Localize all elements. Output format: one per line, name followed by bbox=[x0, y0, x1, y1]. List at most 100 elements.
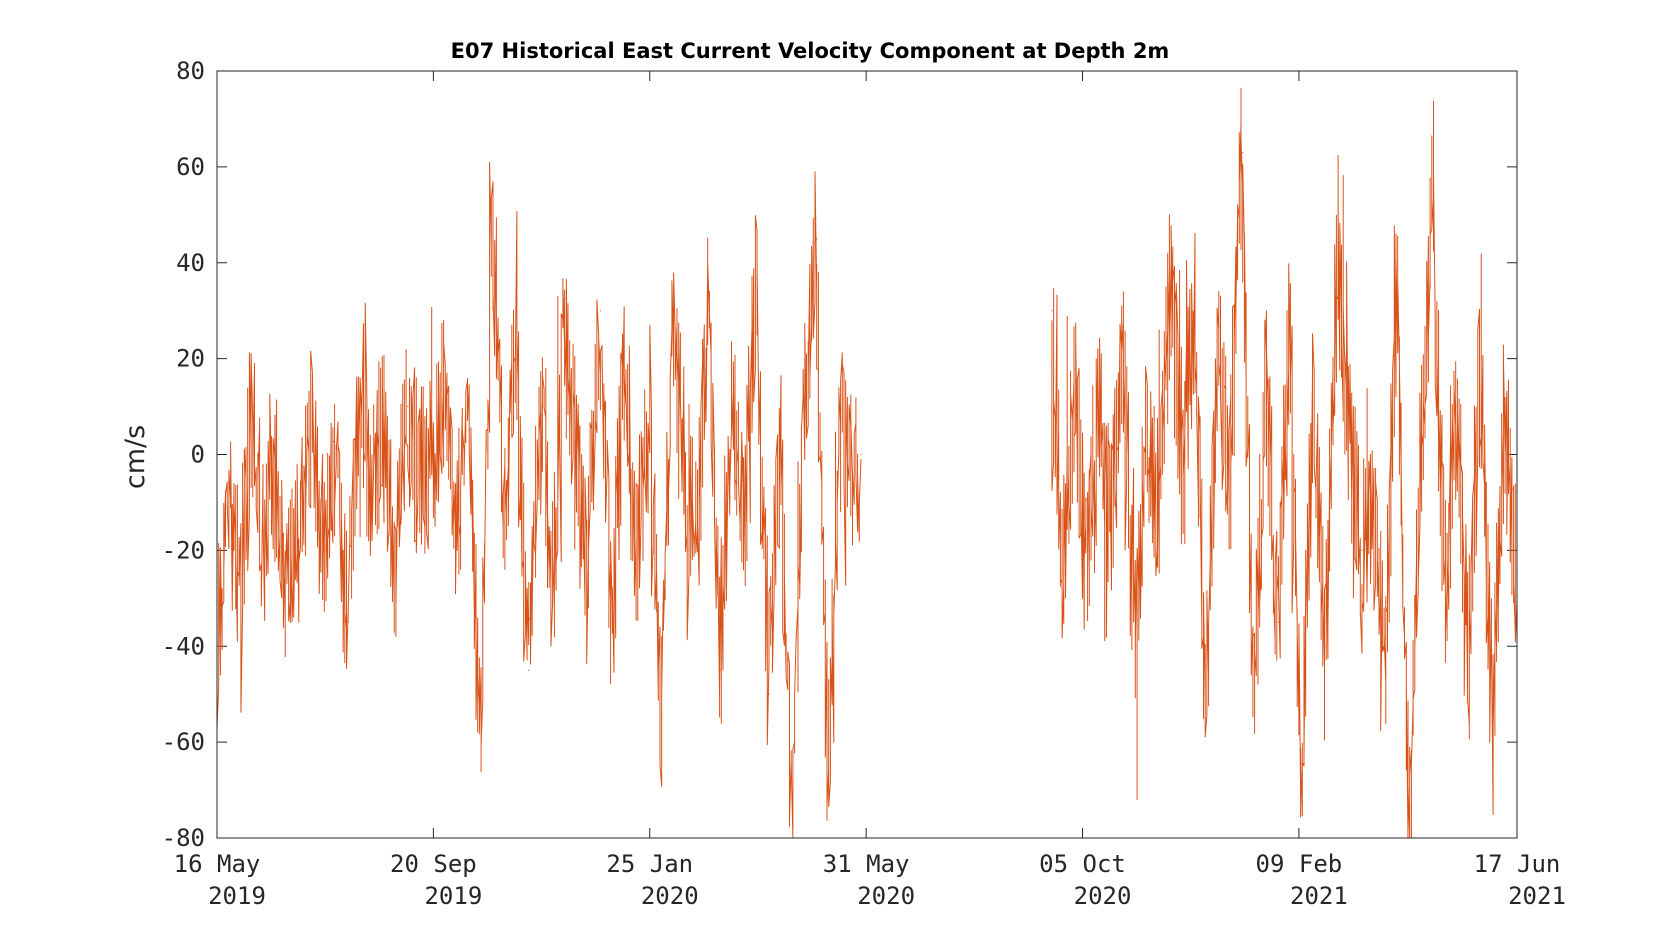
data-point bbox=[1122, 334, 1125, 336]
y-tick-label: 40 bbox=[176, 249, 205, 277]
chart-title: E07 Historical East Current Velocity Com… bbox=[451, 39, 1170, 63]
data-point bbox=[1397, 286, 1399, 288]
data-point bbox=[528, 669, 530, 671]
data-point bbox=[575, 453, 578, 456]
data-point bbox=[792, 823, 794, 825]
data-point bbox=[1110, 525, 1113, 528]
data-point bbox=[540, 405, 542, 408]
data-point bbox=[240, 573, 242, 575]
data-point bbox=[684, 453, 687, 456]
data-point bbox=[419, 477, 421, 480]
data-point bbox=[1289, 334, 1291, 336]
data-point bbox=[1444, 597, 1447, 599]
data-point bbox=[468, 429, 470, 432]
data-point bbox=[860, 453, 862, 456]
y-tick-label: 0 bbox=[191, 441, 205, 469]
data-point bbox=[744, 525, 746, 528]
data-point bbox=[661, 717, 663, 719]
data-point bbox=[228, 501, 230, 504]
data-point bbox=[299, 525, 302, 528]
x-tick-label: 05 Oct bbox=[1039, 850, 1126, 878]
data-point bbox=[1254, 712, 1256, 714]
data-point bbox=[264, 549, 266, 551]
data-point bbox=[456, 525, 458, 528]
data-point bbox=[516, 358, 518, 360]
data-point bbox=[359, 381, 361, 384]
plot-frame bbox=[216, 70, 1518, 839]
data-point bbox=[1265, 381, 1268, 384]
data-point bbox=[371, 501, 373, 504]
data-point bbox=[1492, 722, 1494, 724]
y-tick-label: -40 bbox=[162, 632, 205, 660]
data-point bbox=[828, 765, 830, 767]
data-point bbox=[1337, 262, 1339, 264]
x-tick-year-label: 2021 bbox=[1290, 882, 1348, 910]
x-tick-label: 17 Jun bbox=[1474, 850, 1561, 878]
data-point bbox=[1361, 549, 1363, 551]
data-point bbox=[756, 286, 758, 288]
y-axis-label: cm/s bbox=[120, 425, 151, 489]
data-point bbox=[1277, 621, 1280, 623]
data-point bbox=[1456, 405, 1458, 408]
x-tick-year-label: 2020 bbox=[1074, 882, 1132, 910]
data-point bbox=[1194, 310, 1196, 312]
data-point bbox=[1325, 645, 1327, 647]
data-point bbox=[1385, 669, 1387, 671]
data-point bbox=[1301, 775, 1303, 777]
data-point bbox=[839, 429, 842, 432]
x-tick-label: 25 Jan bbox=[606, 850, 693, 878]
data-point bbox=[1134, 645, 1136, 647]
data-point bbox=[804, 405, 806, 408]
data-point bbox=[1373, 501, 1375, 504]
data-point bbox=[407, 405, 409, 408]
data-point bbox=[1230, 477, 1232, 480]
x-tick-label: 20 Sep bbox=[390, 850, 477, 878]
x-tick-year-label: 2020 bbox=[641, 882, 699, 910]
data-point bbox=[432, 453, 434, 456]
data-point bbox=[851, 477, 854, 480]
data-point bbox=[611, 621, 613, 623]
data-point bbox=[1468, 645, 1470, 647]
data-point bbox=[1063, 573, 1065, 575]
y-tick-label: -20 bbox=[162, 536, 205, 564]
data-point bbox=[816, 238, 818, 240]
data-point bbox=[708, 310, 710, 312]
data-point bbox=[635, 549, 637, 551]
data-point bbox=[1170, 286, 1172, 288]
data-point bbox=[1158, 501, 1160, 504]
y-tick-label: 20 bbox=[176, 345, 205, 373]
y-tick-label: -60 bbox=[162, 728, 205, 756]
data-point bbox=[768, 693, 770, 695]
data-point bbox=[1349, 429, 1351, 432]
data-point bbox=[1420, 453, 1423, 456]
data-point bbox=[1051, 310, 1053, 312]
y-tick-label: -80 bbox=[162, 824, 205, 852]
data-point bbox=[480, 741, 482, 743]
data-point bbox=[599, 310, 601, 312]
data-point bbox=[323, 549, 325, 551]
data-point bbox=[1146, 429, 1148, 432]
x-tick-label: 16 May bbox=[174, 850, 261, 878]
x-tick-label: 31 May bbox=[823, 850, 910, 878]
data-point bbox=[311, 429, 314, 432]
data-point bbox=[673, 334, 675, 336]
data-point bbox=[1432, 204, 1435, 206]
x-tick-year-label: 2020 bbox=[857, 882, 915, 910]
data-point bbox=[1218, 358, 1220, 360]
series-group bbox=[216, 87, 1518, 839]
data-point bbox=[1504, 405, 1506, 408]
data-point bbox=[276, 477, 278, 480]
y-tick-label: 80 bbox=[176, 57, 205, 85]
data-point bbox=[444, 381, 446, 384]
data-point bbox=[395, 573, 397, 575]
x-tick-label: 09 Feb bbox=[1256, 850, 1343, 878]
data-point bbox=[347, 621, 349, 623]
data-point bbox=[552, 597, 554, 599]
data-point bbox=[335, 453, 337, 456]
data-point bbox=[1182, 453, 1184, 456]
data-point bbox=[383, 429, 385, 432]
data-point bbox=[504, 501, 506, 504]
data-point bbox=[563, 334, 566, 336]
